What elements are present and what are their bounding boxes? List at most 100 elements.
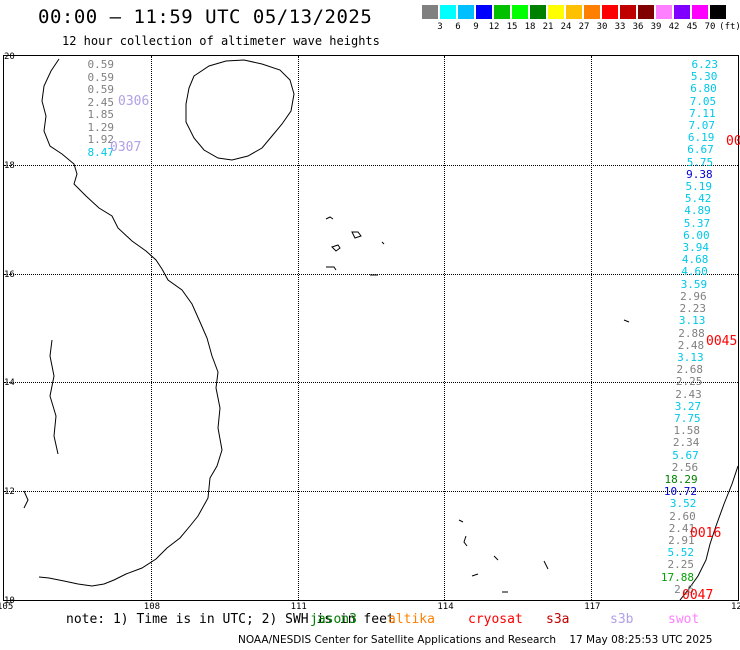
wave-height-value: 6.80 <box>690 82 717 96</box>
meridian-line <box>591 56 593 600</box>
wave-height-value: 7.75 <box>674 411 701 425</box>
wave-height-value: 5.67 <box>672 448 699 462</box>
spratly-islands <box>458 319 630 593</box>
legend-label: 9 <box>473 22 479 32</box>
hainan-island <box>185 59 295 161</box>
wave-height-value: 5.30 <box>690 70 718 84</box>
legend-swatch <box>530 5 546 19</box>
legend-swatch <box>602 5 618 19</box>
legend-label: 70 <box>704 22 716 32</box>
legend-swatch <box>422 5 438 19</box>
wave-height-value: 1.92 <box>87 133 115 146</box>
wave-height-value: 18.29 <box>664 472 698 486</box>
legend-swatch <box>692 5 708 19</box>
pass-time-tag: 0045 <box>706 334 738 349</box>
legend-swatch <box>674 5 690 19</box>
legend-label: 27 <box>578 22 590 32</box>
legend-swatch <box>476 5 492 19</box>
wave-height-value: 5.37 <box>683 216 711 230</box>
wave-height-value: 6.67 <box>687 143 714 157</box>
legend-swatch <box>512 5 528 19</box>
wave-height-value: 2.45 <box>87 95 115 109</box>
satellite-name: s3b <box>610 612 634 627</box>
wave-height-value: 2.23 <box>679 302 707 316</box>
legend-label: 15 <box>506 22 518 32</box>
wave-height-value: 7.11 <box>689 106 716 120</box>
legend-swatch <box>494 5 510 19</box>
wave-height-value: 4.89 <box>684 204 711 218</box>
wave-height-value: 2.41 <box>668 521 696 535</box>
meridian-line <box>444 56 446 600</box>
wave-height-value: 4.68 <box>681 253 709 267</box>
lon-tick-label: 120 <box>731 602 740 612</box>
legend-swatch <box>620 5 636 19</box>
wave-height-value: 6.19 <box>687 131 715 145</box>
legend-label: 39 <box>650 22 662 32</box>
legend-swatch <box>458 5 474 19</box>
legend-unit: (ft) <box>719 22 740 32</box>
wave-height-value: 2.25 <box>675 375 703 389</box>
wave-height-value: 6.00 <box>683 228 710 242</box>
wave-height-value: 3.27 <box>674 399 702 413</box>
wave-height-value: 10.72 <box>663 485 697 499</box>
legend-label: 42 <box>668 22 680 32</box>
pass-time-tag: 0306 <box>118 94 150 109</box>
parallel-line <box>4 164 738 166</box>
legend-label: 30 <box>596 22 608 32</box>
lat-tick-label: 12 <box>4 487 15 498</box>
wave-height-value: 2.60 <box>669 509 696 523</box>
wave-height-value: 1.85 <box>87 108 115 121</box>
legend-label: 18 <box>524 22 536 32</box>
footer-note: note: 1) Time is in UTC; 2) SWH is in fe… <box>66 612 395 627</box>
wave-height-value: 4.60 <box>681 265 708 279</box>
legend-swatch <box>548 5 564 19</box>
wave-height-value: 2.25 <box>667 558 695 572</box>
wave-height-value: 3.94 <box>682 241 710 255</box>
wave-height-value: 7.07 <box>688 119 716 133</box>
wave-height-value: 2.43 <box>675 387 702 401</box>
wave-height-value: 2.48 <box>677 338 705 352</box>
legend-label: 24 <box>560 22 572 32</box>
wave-height-value: 7.05 <box>689 94 717 108</box>
satellite-name: altika <box>388 612 435 627</box>
wave-height-value: 1.29 <box>87 120 115 134</box>
lon-tick-label: 111 <box>290 602 307 612</box>
wave-height-value: 2.68 <box>676 363 704 377</box>
wave-height-value: 9.38 <box>686 167 713 181</box>
wave-height-value: 2.96 <box>680 289 707 303</box>
legend-swatch <box>566 5 582 19</box>
vietnam-coastline <box>38 58 223 587</box>
paracel-islands <box>325 216 385 276</box>
pass-time-tag: 0307 <box>110 140 142 155</box>
parallel-line <box>4 491 738 493</box>
lon-tick-label: 114 <box>437 602 454 612</box>
wave-height-value: 1.58 <box>673 424 701 438</box>
wave-height-value: 8.47 <box>87 145 115 159</box>
pass-time-tag: 0016 <box>690 526 722 541</box>
pass-time-tag: 00 <box>726 134 740 149</box>
satellite-name: jason3 <box>310 612 357 627</box>
wave-height-value: 3.52 <box>669 497 697 511</box>
wave-height-value: 6.23 <box>691 58 719 71</box>
wave-height-value: 3.13 <box>677 350 704 364</box>
lon-tick-label: 117 <box>584 602 601 612</box>
legend-swatch <box>710 5 726 19</box>
satellite-name: cryosat <box>468 612 523 627</box>
wave-height-value: 3.13 <box>678 314 706 328</box>
legend-label: 33 <box>614 22 626 32</box>
wave-height-value: 3.59 <box>680 277 708 291</box>
legend-swatch <box>638 5 654 19</box>
wave-height-value: 2.6 <box>674 582 694 596</box>
credit-text: NOAA/NESDIS Center for Satellite Applica… <box>238 634 556 646</box>
wave-height-value: 0.59 <box>87 83 115 96</box>
legend-label: 3 <box>437 22 443 32</box>
legend-swatch <box>584 5 600 19</box>
legend-swatch <box>656 5 672 19</box>
legend-label: 6 <box>455 22 461 32</box>
legend-label: 12 <box>488 22 500 32</box>
parallel-line <box>4 273 738 275</box>
page-subtitle: 12 hour collection of altimeter wave hei… <box>62 34 380 48</box>
map-panel: 0.59 0.59 0.59 2.45 1.85 1.29 1.92 8.47 0306 0307… <box>3 55 740 603</box>
wave-height-value: 2.34 <box>672 436 700 450</box>
pass-time-tag: 0047 <box>682 588 714 603</box>
